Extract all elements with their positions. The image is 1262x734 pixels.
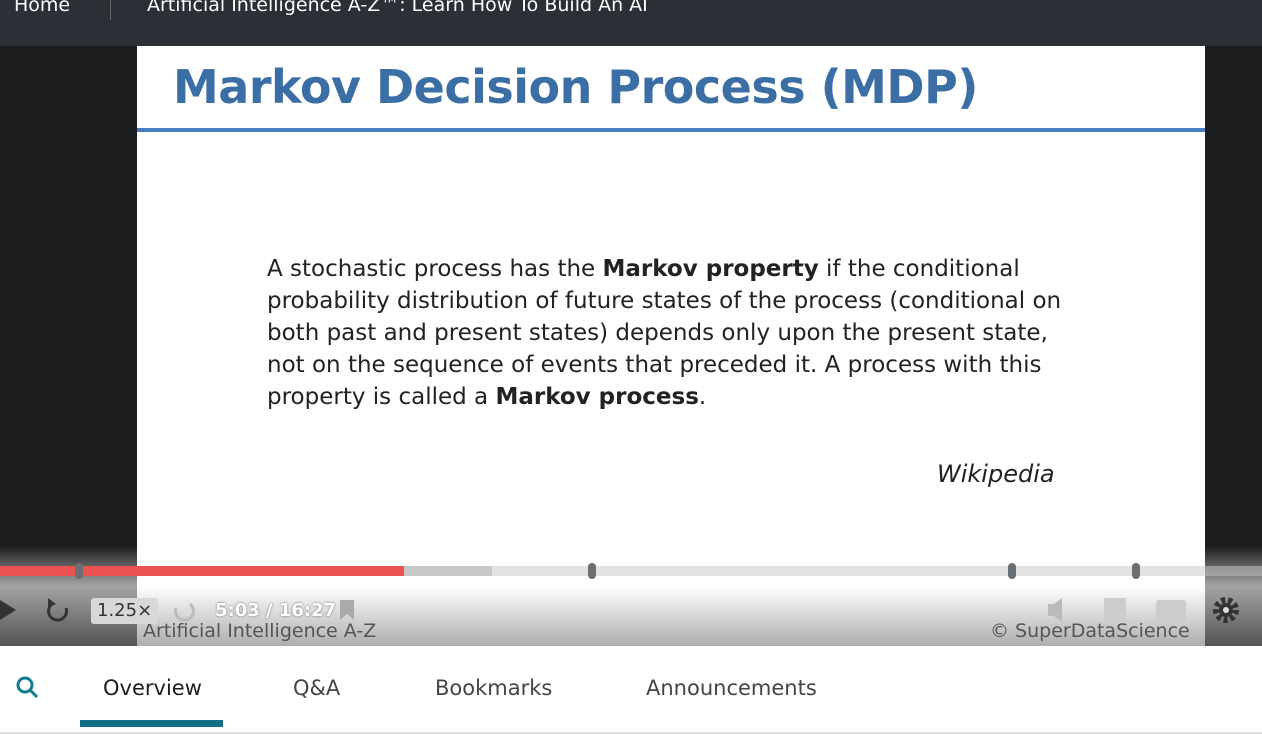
rewind-arrow: [48, 598, 56, 608]
volume-button[interactable]: [1048, 598, 1062, 622]
slide-footer: Artificial Intelligence A-Z: [143, 620, 377, 642]
control-icons: [0, 597, 1239, 623]
captions-button[interactable]: [1156, 600, 1186, 620]
home-link[interactable]: Home: [14, 0, 71, 16]
top-bar: Home Artificial Intelligence A-Z™: Learn…: [0, 0, 1262, 46]
text: if the conditional probability distribut…: [267, 256, 1062, 410]
course-title: Artificial Intelligence A-Z™: Learn How …: [147, 0, 648, 16]
marker[interactable]: [588, 563, 596, 579]
transcript-button[interactable]: [1104, 598, 1126, 622]
rewind-button[interactable]: [47, 602, 69, 622]
tab[interactable]: Announcements: [646, 676, 817, 700]
text: .: [698, 384, 707, 410]
title-rule: [137, 128, 1205, 132]
settings-button[interactable]: [1213, 597, 1239, 623]
controls-overlay: [0, 546, 1262, 646]
search-icon[interactable]: [16, 676, 40, 700]
tab[interactable]: Bookmarks: [435, 676, 553, 700]
source: Wikipedia: [937, 460, 1055, 488]
bold-text: Markov process: [495, 384, 699, 410]
play-button[interactable]: [0, 600, 16, 620]
active-tab-indicator: [80, 720, 223, 727]
text: A stochastic process has the: [267, 256, 603, 282]
settings-center: [1223, 607, 1229, 613]
bookmark-button[interactable]: [340, 600, 354, 620]
marker[interactable]: [1132, 563, 1140, 579]
slide-paragraph: A stochastic process has the Markov prop…: [267, 253, 1077, 413]
tab[interactable]: Overview: [103, 676, 202, 700]
progress-bar: [0, 566, 404, 576]
bold-text: Markov property: [602, 256, 819, 282]
time-display: 5:03 / 16:27: [215, 600, 337, 621]
slide-title: Markov Decision Process (MDP): [173, 60, 978, 114]
marker[interactable]: [1008, 563, 1016, 579]
divider: [110, 0, 111, 20]
slide-footer: © SuperDataScience: [990, 620, 1190, 642]
tab-bar: Overview Q&A Bookmarks Announcements: [0, 646, 1262, 734]
tab[interactable]: Q&A: [293, 676, 341, 700]
progress-track[interactable]: [0, 566, 1262, 576]
forward-button[interactable]: [173, 602, 195, 622]
speed-button[interactable]: 1.25×: [91, 598, 159, 624]
video-player[interactable]: Markov Decision Process (MDP) A stochast…: [0, 46, 1262, 646]
marker[interactable]: [75, 563, 83, 579]
